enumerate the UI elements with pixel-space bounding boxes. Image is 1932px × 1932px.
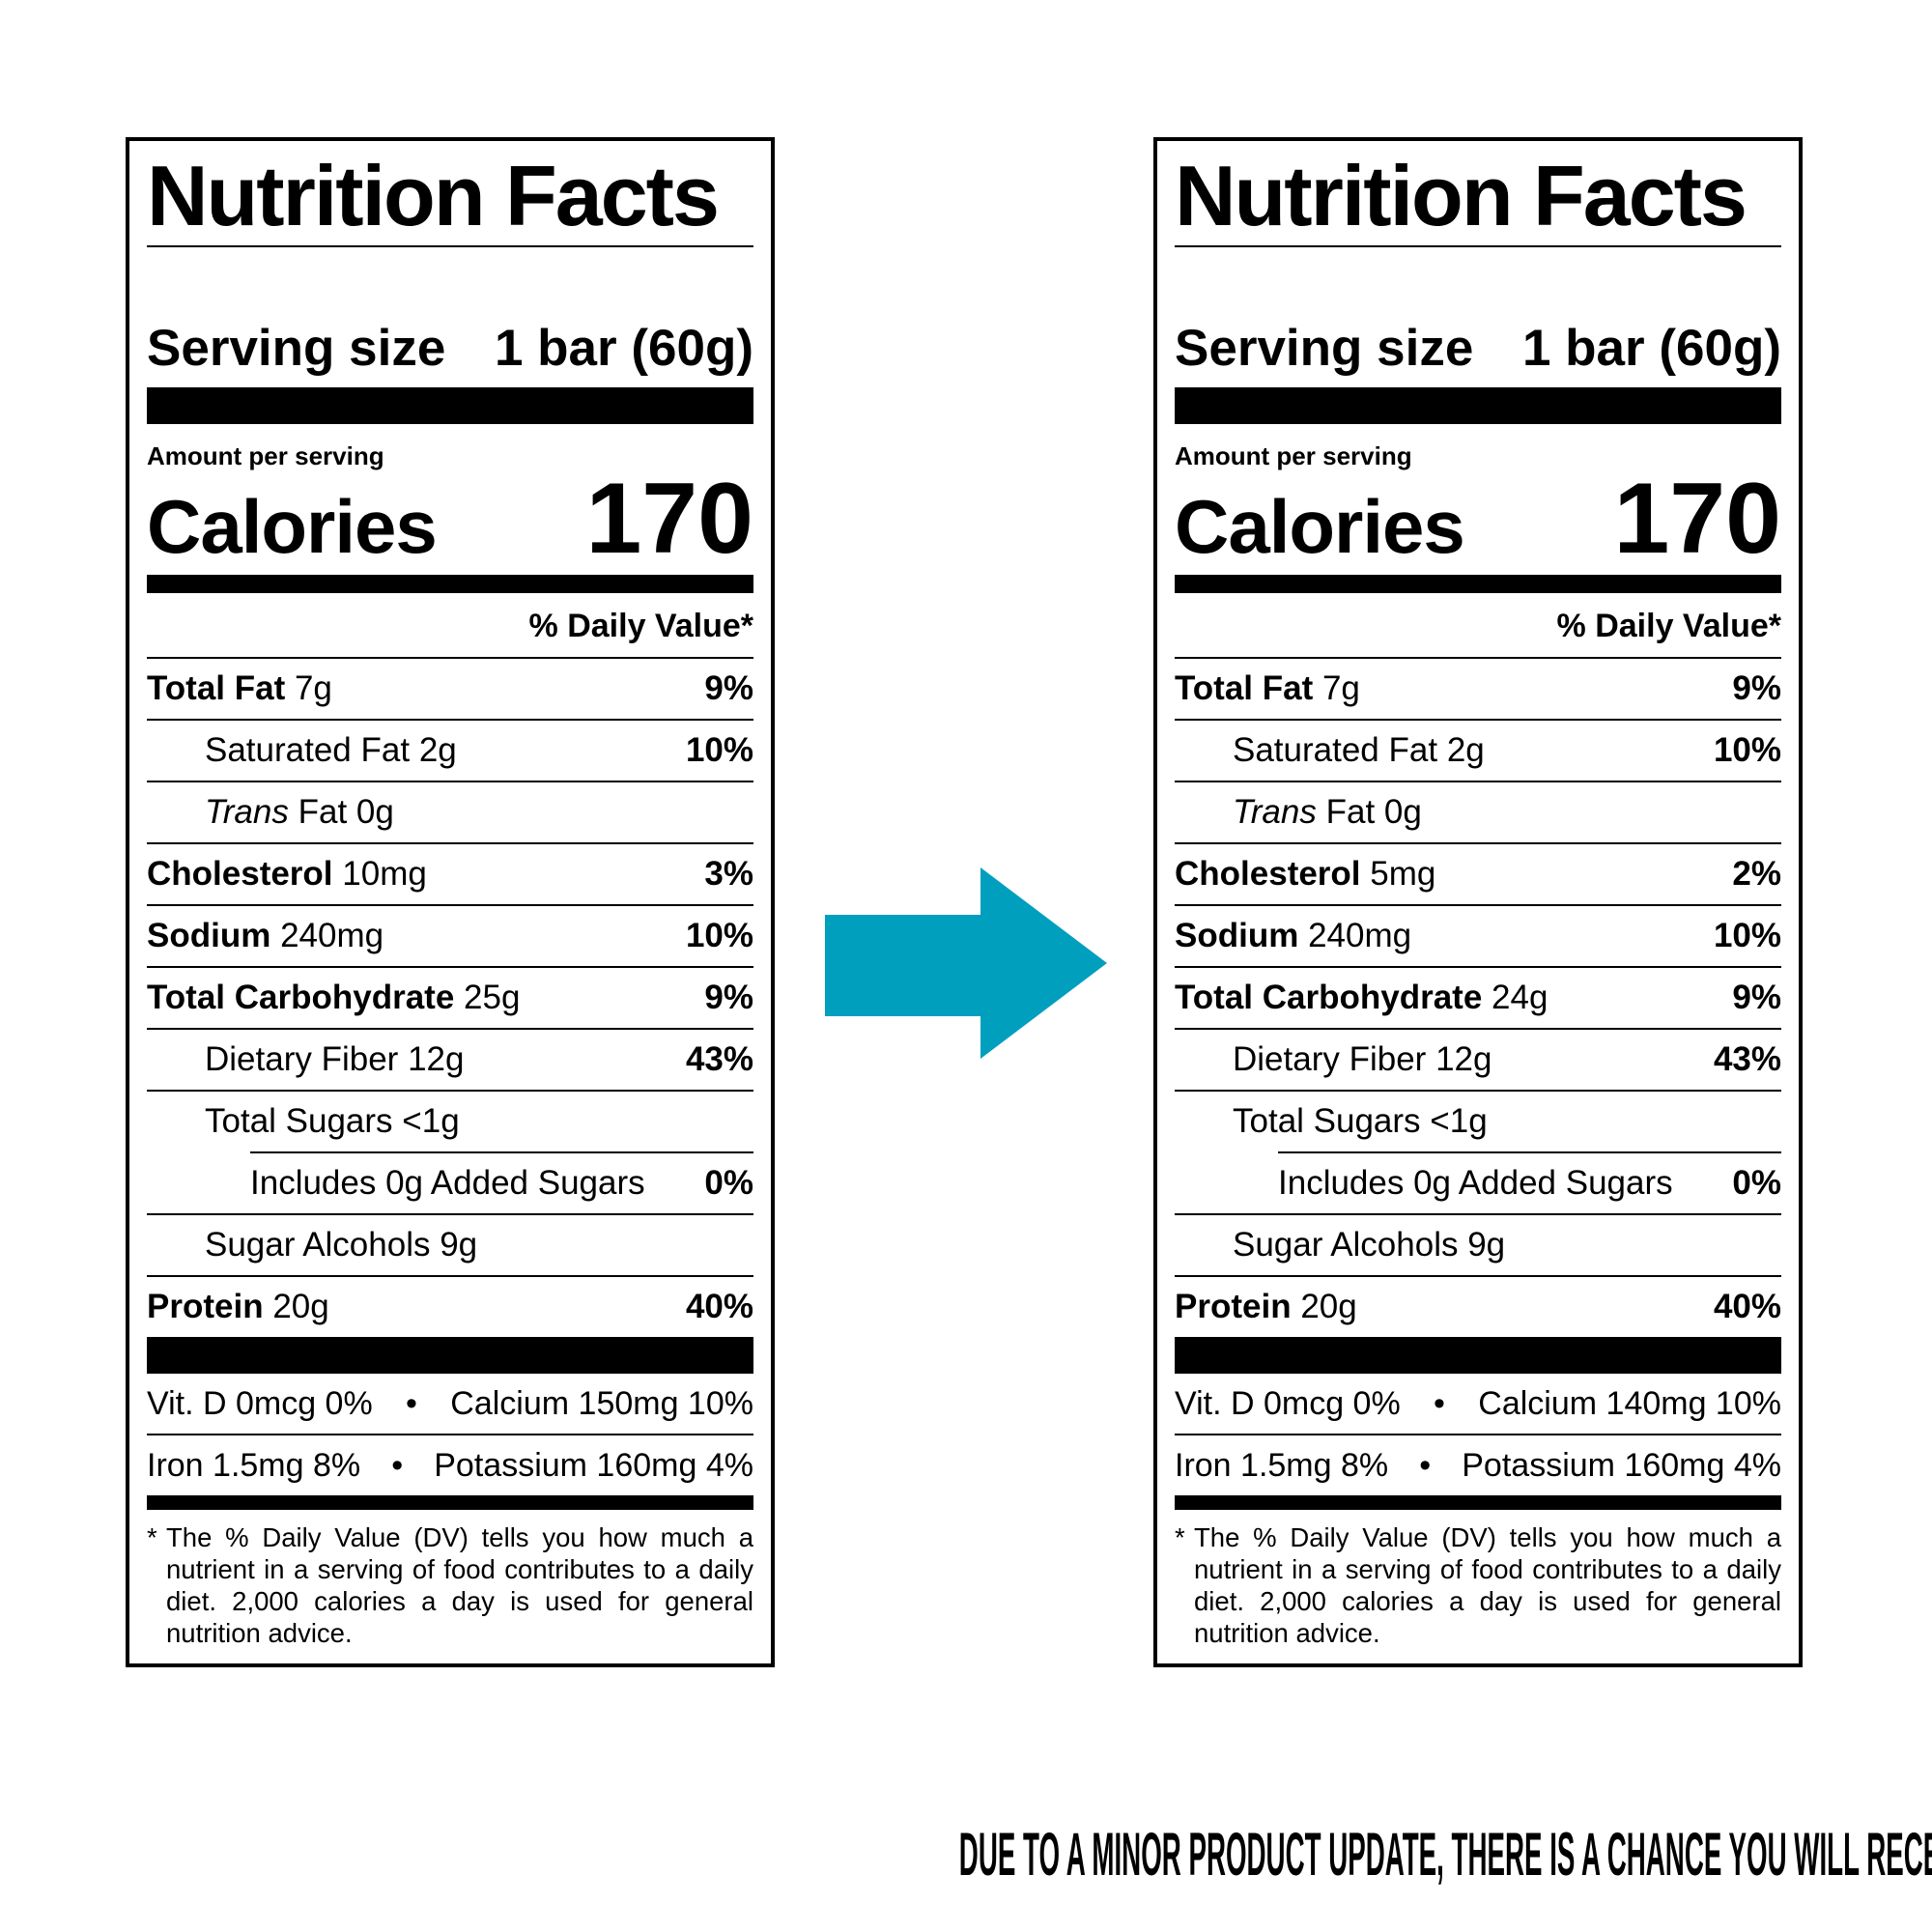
- row-trans-fat: Trans Fat 0g: [147, 781, 753, 842]
- row-saturated-fat: Saturated Fat 2g 10%: [147, 719, 753, 781]
- bullet-separator: •: [406, 1384, 417, 1422]
- nutrient-rows: Total Fat 7g 9% Saturated Fat 2g 10% Tra…: [147, 657, 753, 1337]
- low-separator-bar: [147, 1495, 753, 1510]
- serving-size-label: Serving size: [147, 320, 446, 377]
- micronutrient-row-1: Vit. D 0mcg 0% • Calcium 150mg 10%: [147, 1384, 753, 1422]
- row-protein: Protein 20g 40%: [1175, 1275, 1781, 1337]
- row-dietary-fiber: Dietary Fiber 12g 43%: [1175, 1028, 1781, 1090]
- medium-separator-bar: [147, 575, 753, 593]
- dv-percent: 9%: [704, 669, 753, 707]
- row-cholesterol: Cholesterol 5mg 2%: [1175, 842, 1781, 904]
- footnote: * The % Daily Value (DV) tells you how m…: [147, 1521, 753, 1649]
- calories-label: Calories: [147, 484, 438, 569]
- row-sugar-alcohols: Sugar Alcohols 9g: [147, 1213, 753, 1275]
- serving-size-row: Serving size 1 bar (60g): [147, 323, 753, 374]
- calories-row: Calories 170: [1175, 463, 1781, 575]
- product-update-banner-text: DUE TO A MINOR PRODUCT UPDATE, THERE IS …: [958, 1821, 1932, 1889]
- row-total-fat: Total Fat 7g 9%: [147, 657, 753, 719]
- dv-percent: 9%: [1732, 979, 1781, 1016]
- footnote-text: The % Daily Value (DV) tells you how muc…: [1194, 1522, 1781, 1648]
- row-cholesterol: Cholesterol 10mg 3%: [147, 842, 753, 904]
- dv-percent: 10%: [1713, 917, 1781, 954]
- row-trans-fat: Trans Fat 0g: [1175, 781, 1781, 842]
- footnote-asterisk: *: [1175, 1522, 1185, 1552]
- serving-size-label: Serving size: [1175, 320, 1474, 377]
- row-sodium: Sodium 240mg 10%: [1175, 904, 1781, 966]
- dv-percent: 0%: [1732, 1164, 1781, 1202]
- row-added-sugars: Includes 0g Added Sugars 0%: [147, 1151, 753, 1213]
- row-total-sugars: Total Sugars <1g: [1175, 1090, 1781, 1151]
- dv-percent: 2%: [1732, 855, 1781, 893]
- serving-size-row: Serving size 1 bar (60g): [1175, 323, 1781, 374]
- nutrient-rows: Total Fat 7g 9% Saturated Fat 2g 10% Tra…: [1175, 657, 1781, 1337]
- daily-value-header: % Daily Value*: [1556, 608, 1781, 644]
- footnote-text: The % Daily Value (DV) tells you how muc…: [166, 1522, 753, 1648]
- dv-percent: 10%: [1713, 731, 1781, 769]
- nutrition-label-old: Nutrition Facts Serving size 1 bar (60g)…: [126, 137, 775, 1667]
- dv-percent: 43%: [685, 1040, 753, 1078]
- dv-percent: 9%: [1732, 669, 1781, 707]
- dv-percent: 43%: [1713, 1040, 1781, 1078]
- row-added-sugars: Includes 0g Added Sugars 0%: [1175, 1151, 1781, 1213]
- row-sugar-alcohols: Sugar Alcohols 9g: [1175, 1213, 1781, 1275]
- right-arrow-shape: [825, 867, 1107, 1059]
- row-protein: Protein 20g 40%: [147, 1275, 753, 1337]
- thick-separator-bar: [1175, 387, 1781, 424]
- calories-label: Calories: [1175, 484, 1465, 569]
- thick-separator-bar: [1175, 1337, 1781, 1374]
- row-dietary-fiber: Dietary Fiber 12g 43%: [147, 1028, 753, 1090]
- row-total-carbohydrate: Total Carbohydrate 24g 9%: [1175, 966, 1781, 1028]
- medium-separator-bar: [1175, 575, 1781, 593]
- calories-value: 170: [585, 463, 753, 575]
- serving-size-value: 1 bar (60g): [1521, 320, 1781, 377]
- label-title: Nutrition Facts: [147, 148, 720, 243]
- thick-separator-bar: [147, 387, 753, 424]
- amount-per-serving-label: Amount per serving: [147, 441, 384, 470]
- dv-percent: 9%: [704, 979, 753, 1016]
- divider: [147, 245, 753, 247]
- divider: [1175, 245, 1781, 247]
- footnote-asterisk: *: [147, 1522, 157, 1552]
- dv-percent: 40%: [685, 1288, 753, 1325]
- row-total-fat: Total Fat 7g 9%: [1175, 657, 1781, 719]
- dv-percent: 10%: [685, 731, 753, 769]
- bullet-separator: •: [391, 1446, 404, 1484]
- label-title: Nutrition Facts: [1175, 148, 1747, 243]
- row-total-carbohydrate: Total Carbohydrate 25g 9%: [147, 966, 753, 1028]
- dv-percent: 40%: [1713, 1288, 1781, 1325]
- micronutrient-row-2: Iron 1.5mg 8% • Potassium 160mg 4%: [147, 1434, 753, 1495]
- thick-separator-bar: [147, 1337, 753, 1374]
- product-update-banner: DUE TO A MINOR PRODUCT UPDATE, THERE IS …: [0, 1820, 1932, 1889]
- footnote: * The % Daily Value (DV) tells you how m…: [1175, 1521, 1781, 1649]
- daily-value-header: % Daily Value*: [528, 608, 753, 644]
- calories-value: 170: [1613, 463, 1781, 575]
- dv-percent: 3%: [704, 855, 753, 893]
- dv-percent: 10%: [685, 917, 753, 954]
- row-saturated-fat: Saturated Fat 2g 10%: [1175, 719, 1781, 781]
- amount-per-serving-label: Amount per serving: [1175, 441, 1412, 470]
- micronutrient-row-1: Vit. D 0mcg 0% • Calcium 140mg 10%: [1175, 1384, 1781, 1422]
- dv-percent: 0%: [704, 1164, 753, 1202]
- right-arrow-icon: [825, 867, 1107, 1059]
- low-separator-bar: [1175, 1495, 1781, 1510]
- micronutrient-row-2: Iron 1.5mg 8% • Potassium 160mg 4%: [1175, 1434, 1781, 1495]
- row-total-sugars: Total Sugars <1g: [147, 1090, 753, 1151]
- bullet-separator: •: [1434, 1384, 1445, 1422]
- calories-row: Calories 170: [147, 463, 753, 575]
- bullet-separator: •: [1419, 1446, 1432, 1484]
- serving-size-value: 1 bar (60g): [494, 320, 753, 377]
- nutrition-label-new: Nutrition Facts Serving size 1 bar (60g)…: [1153, 137, 1803, 1667]
- row-sodium: Sodium 240mg 10%: [147, 904, 753, 966]
